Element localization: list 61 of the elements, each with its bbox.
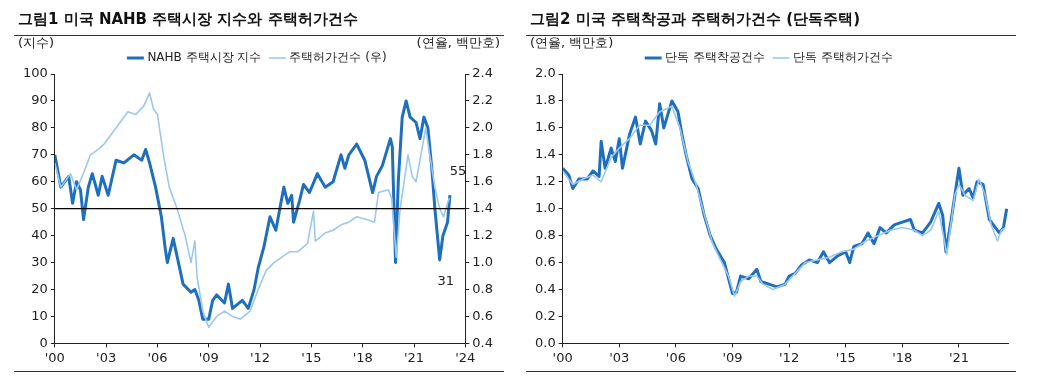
y2-tick-label: 0.4 [472, 334, 494, 350]
y-axis-title: (지수) [18, 34, 55, 50]
x-tick-label: '09 [722, 349, 743, 365]
y-tick-label: 70 [31, 146, 48, 162]
y-tick-label: 30 [31, 253, 48, 269]
x-tick-label: '09 [198, 349, 219, 365]
chart-title: 그림2 미국 주택착공과 주택허가건수 (단독주택) [526, 6, 1016, 36]
y-tick-label: 0.2 [534, 307, 556, 323]
x-tick-label: '03 [96, 349, 117, 365]
x-tick-label: '15 [835, 349, 856, 365]
x-tick-label: '06 [147, 349, 168, 365]
y2-tick-label: 1.8 [472, 146, 494, 162]
y2-tick-label: 1.4 [472, 200, 494, 216]
y2-tick-label: 2.4 [472, 65, 494, 81]
y2-tick-label: 0.8 [472, 280, 494, 296]
y-tick-label: 0.6 [534, 253, 556, 269]
y2-tick-label: 1.2 [472, 227, 494, 243]
y2-axis-title: (연율, 백만호) [416, 34, 500, 50]
y-tick-label: 0.8 [534, 227, 556, 243]
y2-tick-label: 1.0 [472, 253, 494, 269]
x-tick-label: '18 [892, 349, 913, 365]
y-tick-label: 10 [31, 307, 48, 323]
y-tick-label: 1.0 [534, 200, 556, 216]
legend-label: 단독 주택허가건수 [793, 50, 893, 65]
y-tick-label: 80 [31, 119, 48, 135]
x-tick-label: '21 [948, 349, 969, 365]
annotation: 55 [449, 162, 467, 178]
y-tick-label: 1.2 [534, 173, 556, 189]
y-axis-title: (연율, 백만호) [530, 34, 614, 50]
y-tick-label: 1.8 [534, 92, 556, 108]
y-tick-label: 100 [22, 65, 48, 81]
y2-tick-label: 2.2 [472, 92, 494, 108]
legend-label: NAHB 주택시장 지수 [147, 50, 262, 65]
y-tick-label: 90 [31, 92, 48, 108]
x-tick-label: '12 [250, 349, 271, 365]
y2-tick-label: 2.0 [472, 119, 494, 135]
x-tick-label: '06 [665, 349, 686, 365]
y-tick-label: 0 [39, 334, 48, 350]
y2-tick-label: 0.6 [472, 307, 494, 323]
y-tick-label: 2.0 [534, 65, 556, 81]
legend-label: 단독 주택착공건수 [665, 50, 766, 65]
y-tick-label: 20 [31, 280, 48, 296]
x-tick-label: '18 [352, 349, 373, 365]
y-tick-label: 60 [31, 173, 48, 189]
legend-label: 주택허가건수 (우) [289, 50, 387, 65]
chart-title: 그림1 미국 NAHB 주택시장 지수와 주택허가건수 [14, 6, 504, 36]
y-tick-label: 40 [31, 227, 48, 243]
x-tick-label: '03 [609, 349, 630, 365]
annotation: 31 [437, 273, 454, 289]
x-tick-label: '24 [455, 349, 476, 365]
y-tick-label: 0.0 [534, 334, 556, 350]
y-tick-label: 0.4 [534, 280, 556, 296]
y-tick-label: 1.6 [534, 119, 556, 135]
x-tick-label: '15 [301, 349, 322, 365]
y-tick-label: 1.4 [534, 146, 556, 162]
x-tick-label: '00 [44, 349, 65, 365]
y2-tick-label: 1.6 [472, 173, 494, 189]
x-tick-label: '00 [552, 349, 573, 365]
x-tick-label: '12 [779, 349, 800, 365]
x-tick-label: '21 [403, 349, 425, 365]
y-tick-label: 50 [31, 200, 48, 216]
